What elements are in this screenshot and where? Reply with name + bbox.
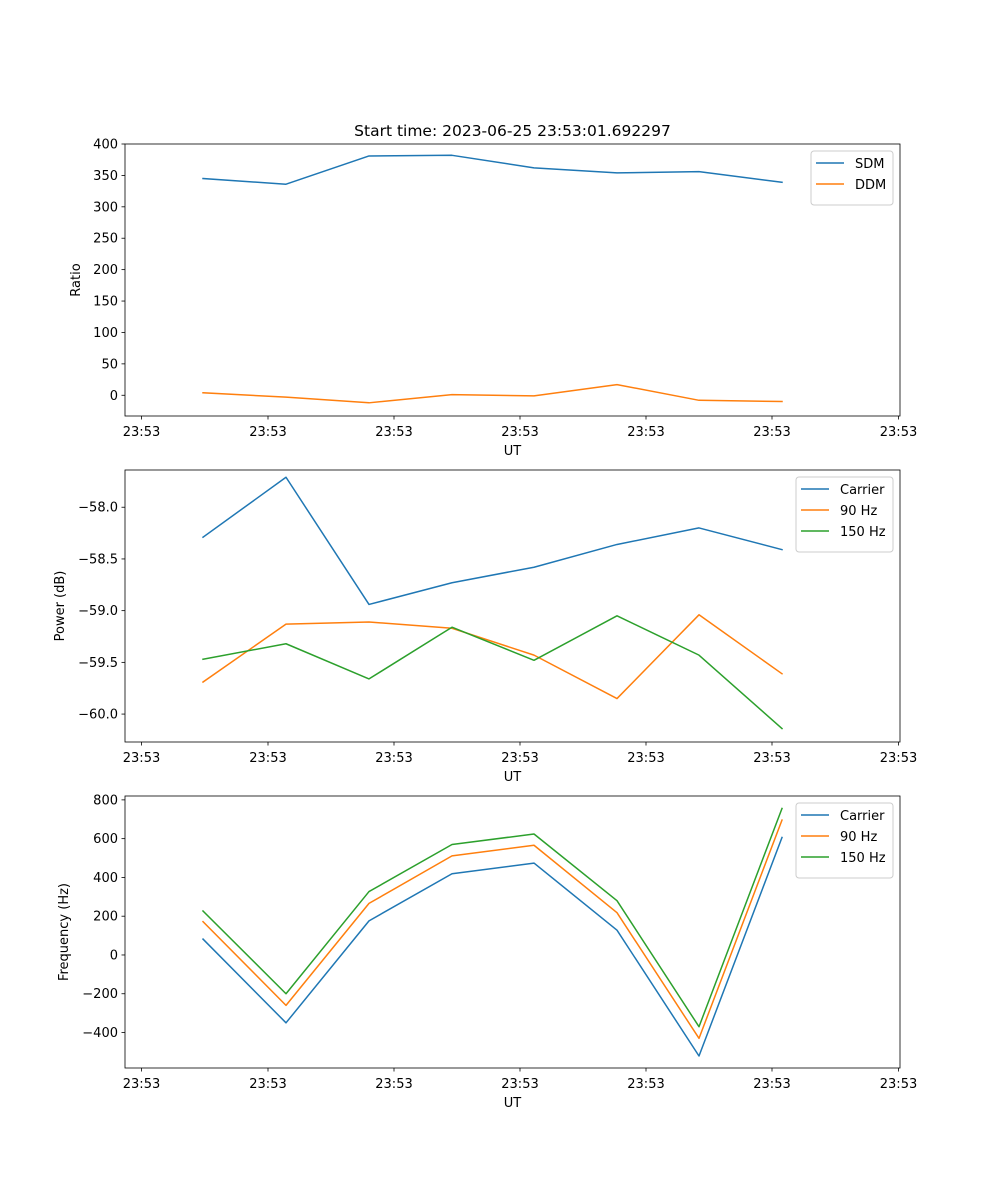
series-line-carrier: [201, 476, 783, 606]
y-tick-label: −58.5: [78, 552, 118, 567]
series-line-150-hz: [201, 807, 783, 1028]
series-line-sdm: [202, 154, 783, 185]
axes-frame: [124, 143, 901, 417]
legend: Carrier 90 Hz 150 Hz: [795, 476, 894, 553]
legend-label: 150 Hz: [840, 851, 886, 866]
legend-label: DDM: [855, 178, 886, 193]
y-tick-label: 0: [110, 389, 118, 404]
y-tick-label: −400: [82, 1026, 118, 1041]
y-tick-label: 400: [93, 138, 118, 153]
x-axis-label: UT: [504, 444, 522, 459]
series-line-ddm: [202, 383, 783, 404]
y-tick-label: 400: [93, 871, 118, 886]
y-tick-label: −59.5: [78, 656, 118, 671]
y-tick-label: 200: [93, 910, 118, 925]
legend: Carrier 90 Hz 150 Hz: [795, 802, 894, 879]
x-tick-label: 23:53: [753, 1077, 790, 1092]
x-tick-label: 23:53: [375, 425, 412, 440]
x-tick-label: 23:53: [753, 751, 790, 766]
x-tick-label: 23:53: [123, 1077, 160, 1092]
x-tick-label: 23:53: [123, 425, 160, 440]
x-tick-label: 23:53: [375, 1077, 412, 1092]
y-tick-label: 100: [93, 326, 118, 341]
legend-box: [795, 802, 894, 879]
y-axis-label: Frequency (Hz): [57, 883, 72, 981]
legend-box: [795, 476, 894, 553]
x-tick-label: 23:53: [501, 425, 538, 440]
axes-frame: [124, 795, 901, 1069]
legend-label: Carrier: [840, 483, 885, 498]
x-tick-label: 23:53: [249, 425, 286, 440]
x-tick-label: 23:53: [249, 751, 286, 766]
y-tick-label: 150: [93, 295, 118, 310]
subplot-2: 23:53 23:53 23:53 23:53 23:53 23:53 23:53 −60.0…: [53, 469, 917, 785]
y-tick-label: −200: [82, 987, 118, 1002]
subplot-3: 23:53 23:53 23:53 23:53 23:53 23:53 23:53 −400 −…: [57, 793, 917, 1111]
legend-label: 90 Hz: [840, 830, 877, 845]
x-tick-label: 23:53: [627, 1077, 664, 1092]
subplot-1: 23:53 23:53 23:53 23:53 23:53 23:53 23:53 0 50 10…: [69, 138, 917, 460]
x-tick-label: 23:53: [627, 751, 664, 766]
legend-label: SDM: [855, 157, 884, 172]
x-axis-label: UT: [504, 1096, 522, 1111]
x-tick-label: 23:53: [880, 751, 917, 766]
y-tick-label: −60.0: [78, 708, 118, 723]
legend-label: 150 Hz: [840, 525, 886, 540]
y-tick-label: −58.0: [78, 501, 118, 516]
x-tick-label: 23:53: [880, 425, 917, 440]
y-tick-label: 600: [93, 832, 118, 847]
legend: SDM DDM: [810, 150, 894, 206]
x-axis-label: UT: [504, 770, 522, 785]
legend-label: Carrier: [840, 809, 885, 824]
y-tick-label: 0: [110, 948, 118, 963]
y-tick-label: 800: [93, 793, 118, 808]
series-line-150-hz: [202, 615, 784, 730]
x-tick-label: 23:53: [880, 1077, 917, 1092]
x-tick-label: 23:53: [501, 751, 538, 766]
x-tick-label: 23:53: [249, 1077, 286, 1092]
x-tick-label: 23:53: [375, 751, 412, 766]
y-axis-label: Power (dB): [53, 571, 68, 642]
series-line-90-hz: [201, 614, 784, 700]
x-tick-label: 23:53: [627, 425, 664, 440]
y-tick-label: 250: [93, 232, 118, 247]
legend-box: [810, 150, 894, 206]
x-tick-label: 23:53: [501, 1077, 538, 1092]
x-tick-label: 23:53: [753, 425, 790, 440]
y-tick-label: 350: [93, 169, 118, 184]
series-line-90-hz: [201, 819, 783, 1040]
y-tick-label: 50: [101, 357, 118, 372]
legend-label: 90 Hz: [840, 504, 877, 519]
y-tick-label: −59.0: [78, 604, 118, 619]
y-tick-label: 300: [93, 200, 118, 215]
figure-title: Start time: 2023-06-25 23:53:01.692297: [354, 122, 671, 140]
axes-frame: [124, 469, 901, 743]
y-axis-label: Ratio: [69, 263, 84, 296]
series-line-carrier: [201, 836, 783, 1057]
x-tick-label: 23:53: [123, 751, 160, 766]
y-tick-label: 200: [93, 263, 118, 278]
